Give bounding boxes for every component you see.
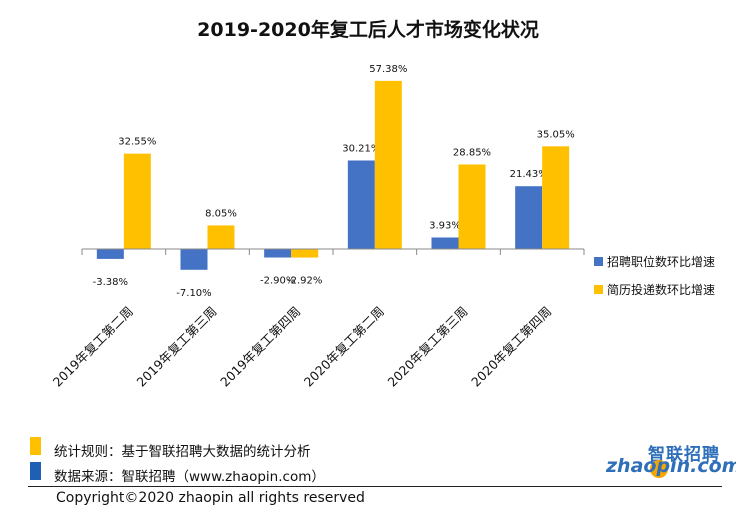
x-tick-label-3: 2020年复工第二周 (301, 304, 387, 390)
chart-title: 2019-2020年复工后人才市场变化状况 (197, 18, 539, 41)
data-label-jobs-5: 21.43% (510, 169, 548, 180)
bar-resumes-0 (123, 153, 151, 249)
data-label-jobs-4: 3.93% (429, 220, 461, 231)
legend-label-0: 招聘职位数环比增速 (607, 254, 715, 269)
bar-resumes-2 (291, 249, 319, 258)
bar-jobs-4 (431, 237, 459, 249)
data-label-jobs-2: -2.90% (260, 275, 295, 286)
bar-resumes-3 (374, 80, 402, 249)
plot-area: -3.38% -7.10% -2.90% 30.21% 3.93% 21.43% 32.55… (50, 64, 585, 390)
bar-jobs-1 (180, 249, 208, 270)
legend-swatch-0 (594, 257, 603, 266)
data-label-resumes-3: 57.38% (369, 64, 407, 75)
bar-jobs-0 (96, 249, 124, 259)
data-label-resumes-1: 8.05% (205, 208, 237, 219)
bar-jobs-2 (264, 249, 292, 258)
x-tick-label-1: 2019年复工第三周 (133, 304, 219, 390)
data-label-resumes-2: -2.92% (287, 276, 322, 287)
x-tick-label-5: 2020年复工第四周 (468, 304, 554, 390)
legend-label-1: 简历投递数环比增速 (607, 282, 715, 297)
x-tick-label-2: 2019年复工第四周 (217, 304, 303, 390)
data-label-jobs-3: 30.21% (342, 143, 380, 154)
x-tick-label-4: 2020年复工第三周 (384, 304, 470, 390)
data-label-resumes-4: 28.85% (453, 147, 491, 158)
x-tick-label-0: 2019年复工第二周 (50, 304, 136, 390)
bar-jobs-5 (515, 186, 543, 249)
bar-resumes-4 (458, 164, 486, 249)
bar-resumes-1 (207, 225, 235, 249)
data-label-resumes-0: 32.55% (118, 137, 156, 148)
data-label-jobs-1: -7.10% (176, 288, 211, 299)
data-label-resumes-5: 35.05% (537, 129, 575, 140)
legend-swatch-1 (594, 285, 603, 294)
data-label-jobs-0: -3.38% (93, 277, 128, 288)
bar-resumes-5 (542, 146, 570, 249)
bar-jobs-3 (347, 160, 375, 249)
